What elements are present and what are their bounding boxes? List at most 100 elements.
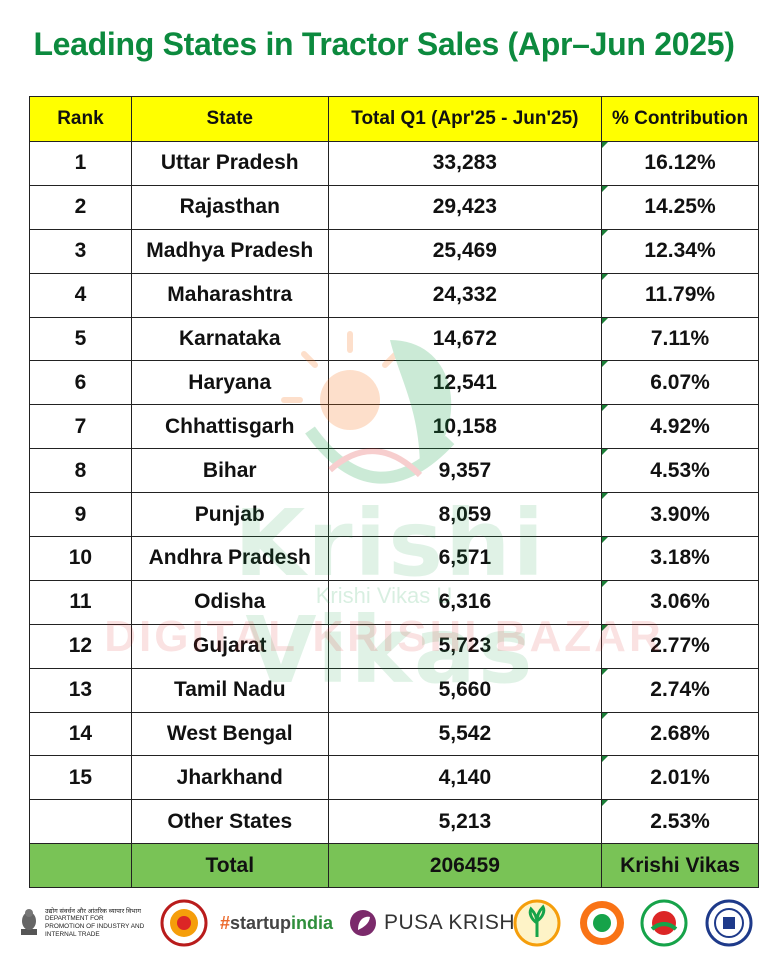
total-cell: 5,660 (327, 667, 603, 713)
state-cell: Punjab (130, 492, 329, 538)
total-label: Total (130, 843, 329, 889)
total-cell: 4,140 (327, 755, 603, 801)
dpiit-line-3: INTERNAL TRADE (45, 930, 100, 938)
rank-cell: 5 (29, 316, 132, 362)
logo-seal-3 (640, 890, 688, 956)
total-brand: Krishi Vikas (601, 843, 759, 889)
header-contribution: % Contribution (601, 96, 759, 142)
pusa-leaf-icon (350, 910, 376, 936)
institute-seal-icon (705, 899, 753, 947)
header-rank: Rank (29, 96, 132, 142)
total-cell: 5,542 (327, 711, 603, 757)
rank-cell: 10 (29, 536, 132, 581)
footer-logos: उद्योग संवर्धन और आंतरिक व्यापार विभाग D… (0, 890, 768, 956)
state-cell: Bihar (130, 448, 329, 494)
rank-cell: 6 (29, 360, 132, 406)
logo-seal-2 (578, 890, 626, 956)
state-seal-logo (160, 890, 208, 956)
total-cell: 6,316 (327, 579, 603, 625)
state-cell: Gujarat (130, 623, 329, 669)
gear-seal-icon (580, 901, 624, 945)
contribution-cell: 12.34% (601, 228, 759, 274)
total-cell: 5,213 (327, 799, 603, 845)
contribution-cell: 2.77% (601, 623, 759, 669)
rank-cell: 9 (29, 492, 132, 538)
state-cell: Chhattisgarh (130, 404, 329, 450)
contribution-cell: 6.07% (601, 360, 759, 406)
startup-word: startup (230, 912, 292, 933)
rank-cell: 11 (29, 579, 132, 625)
dpiit-line-1: DEPARTMENT FOR (45, 915, 104, 923)
total-cell: 8,059 (327, 492, 603, 538)
state-cell: Uttar Pradesh (130, 141, 329, 186)
contribution-cell: 4.92% (601, 404, 759, 450)
table-header-row: Rank State Total Q1 (Apr'25 - Jun'25) % … (29, 96, 759, 142)
rank-cell: 15 (29, 755, 132, 801)
dpiit-hindi: उद्योग संवर्धन और आंतरिक व्यापार विभाग (45, 907, 141, 915)
table-row: 9 Punjab 8,059 3.90% (29, 492, 759, 538)
startup-hash: # (220, 912, 231, 933)
state-cell: Andhra Pradesh (130, 536, 329, 581)
rank-cell: 12 (29, 623, 132, 669)
rank-cell: 7 (29, 404, 132, 450)
tractor-sales-table: Rank State Total Q1 (Apr'25 - Jun'25) % … (29, 96, 759, 889)
total-value: 206459 (327, 843, 603, 889)
page-title: Leading States in Tractor Sales (Apr–Jun… (33, 26, 735, 62)
table-row: 6 Haryana 12,541 6.07% (29, 360, 759, 406)
startup-india-logo: # startup india (220, 890, 333, 956)
table-row: 14 West Bengal 5,542 2.68% (29, 711, 759, 757)
state-cell: West Bengal (130, 711, 329, 757)
rank-cell: 13 (29, 667, 132, 713)
state-cell: Jharkhand (130, 755, 329, 801)
state-cell: Tamil Nadu (130, 667, 329, 713)
state-cell: Karnataka (130, 316, 329, 362)
contribution-cell: 3.18% (601, 536, 759, 581)
table-row: 15 Jharkhand 4,140 2.01% (29, 755, 759, 801)
total-cell: 12,541 (327, 360, 603, 406)
rank-cell: 4 (29, 272, 132, 318)
table-row: 2 Rajasthan 29,423 14.25% (29, 184, 759, 230)
farmer-seal-icon (640, 899, 688, 947)
logo-seal-4 (705, 890, 753, 956)
contribution-cell: 3.90% (601, 492, 759, 538)
rank-cell: 2 (29, 184, 132, 230)
state-cell: Haryana (130, 360, 329, 406)
total-cell: 33,283 (327, 141, 603, 186)
national-emblem-icon (21, 909, 37, 935)
table-row: 8 Bihar 9,357 4.53% (29, 448, 759, 494)
table-row: 5 Karnataka 14,672 7.11% (29, 316, 759, 362)
state-cell: Maharashtra (130, 272, 329, 318)
dpiit-logo: उद्योग संवर्धन और आंतरिक व्यापार विभाग D… (18, 890, 156, 956)
table-row: 11 Odisha 6,316 3.06% (29, 579, 759, 625)
logo-seal-1 (513, 890, 561, 956)
state-cell: Madhya Pradesh (130, 228, 329, 274)
contribution-cell: 7.11% (601, 316, 759, 362)
table-row: 1 Uttar Pradesh 33,283 16.12% (29, 141, 759, 186)
table-row: Other States 5,213 2.53% (29, 799, 759, 845)
total-cell: 25,469 (327, 228, 603, 274)
total-cell: 6,571 (327, 536, 603, 581)
contribution-cell: 4.53% (601, 448, 759, 494)
dpiit-line-2: PROMOTION OF INDUSTRY AND (45, 923, 145, 930)
total-rank (29, 843, 132, 889)
total-cell: 29,423 (327, 184, 603, 230)
state-cell: Rajasthan (130, 184, 329, 230)
contribution-cell: 2.74% (601, 667, 759, 713)
contribution-cell: 2.01% (601, 755, 759, 801)
table-row: 10 Andhra Pradesh 6,571 3.18% (29, 536, 759, 581)
rank-cell: 14 (29, 711, 132, 757)
pusa-krishi-label: PUSA KRISHI (384, 911, 522, 934)
contribution-cell: 16.12% (601, 141, 759, 186)
table-row: 4 Maharashtra 24,332 11.79% (29, 272, 759, 318)
state-cell: Odisha (130, 579, 329, 625)
rank-cell: 1 (29, 141, 132, 186)
total-row: Total 206459 Krishi Vikas (29, 843, 759, 889)
contribution-cell: 11.79% (601, 272, 759, 318)
total-cell: 9,357 (327, 448, 603, 494)
rank-cell: 8 (29, 448, 132, 494)
total-cell: 14,672 (327, 316, 603, 362)
contribution-cell: 2.53% (601, 799, 759, 845)
table-row: 3 Madhya Pradesh 25,469 12.34% (29, 228, 759, 274)
contribution-cell: 2.68% (601, 711, 759, 757)
rank-cell: 3 (29, 228, 132, 274)
